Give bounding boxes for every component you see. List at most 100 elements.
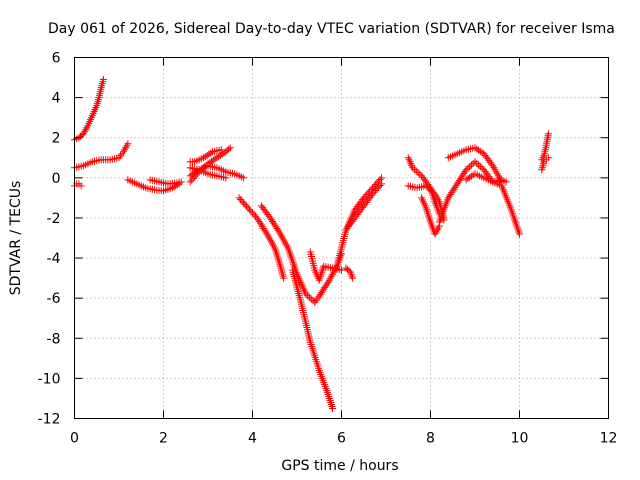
data-point — [464, 164, 472, 172]
data-point — [476, 163, 484, 171]
data-point — [235, 194, 243, 202]
data-point — [373, 185, 381, 193]
x-tick-label: 2 — [159, 431, 168, 447]
data-point — [471, 144, 479, 152]
data-point — [321, 283, 329, 291]
series-seg24 — [538, 130, 552, 164]
data-point — [466, 173, 474, 181]
data-point — [225, 145, 233, 153]
series-seg13 — [311, 250, 345, 306]
y-tick-label: -8 — [47, 331, 61, 347]
data-point — [273, 224, 281, 232]
data-point — [370, 188, 378, 196]
series-seg16 — [342, 180, 386, 234]
data-point — [478, 164, 486, 172]
series-seg23 — [462, 170, 510, 186]
x-tick-label: 0 — [70, 431, 79, 447]
data-point — [320, 285, 328, 293]
data-point — [375, 183, 383, 191]
data-point — [254, 216, 262, 224]
data-point — [475, 146, 483, 154]
data-point — [190, 169, 198, 177]
data-point — [269, 217, 277, 225]
data-point — [416, 170, 424, 178]
series-seg17 — [342, 264, 357, 282]
data-point — [462, 166, 470, 174]
data-point — [270, 219, 278, 227]
data-point — [240, 199, 248, 207]
data-point — [426, 185, 434, 193]
data-series — [71, 76, 552, 412]
data-point — [360, 194, 368, 202]
data-point — [222, 174, 230, 182]
data-point — [215, 153, 223, 161]
data-point — [77, 182, 85, 190]
data-point — [322, 282, 330, 290]
data-point — [274, 226, 282, 234]
data-point — [502, 178, 510, 186]
y-axis-label: SDTVAR / TECUs — [8, 181, 24, 296]
data-point — [361, 192, 369, 200]
data-point — [319, 287, 327, 295]
y-tick-label: 2 — [52, 131, 61, 147]
data-point — [259, 223, 267, 231]
y-tick-label: -6 — [47, 291, 61, 307]
series-seg9 — [186, 146, 225, 166]
data-point — [246, 206, 254, 214]
data-point — [307, 295, 315, 303]
series-seg1 — [71, 76, 107, 144]
data-point — [213, 154, 221, 162]
data-point — [376, 182, 384, 190]
data-point — [376, 176, 384, 184]
data-point — [243, 202, 251, 210]
y-tick-label: 6 — [52, 51, 61, 67]
data-point — [459, 171, 467, 179]
x-tick-labels: 0 2 4 6 8 10 12 — [70, 431, 617, 447]
data-point — [316, 290, 324, 298]
data-point — [186, 178, 194, 186]
data-point — [238, 197, 246, 205]
y-tick-label: -4 — [47, 251, 61, 267]
data-point — [458, 173, 466, 181]
data-point — [464, 175, 472, 183]
data-point — [271, 221, 279, 229]
data-point — [177, 178, 185, 186]
data-point — [516, 230, 523, 238]
data-point — [240, 174, 248, 182]
data-point — [544, 130, 552, 138]
data-point — [257, 221, 265, 229]
data-point — [460, 169, 468, 177]
data-point — [208, 157, 216, 165]
data-point — [280, 274, 288, 282]
data-point — [427, 187, 435, 195]
data-point — [217, 146, 225, 154]
data-point — [449, 187, 457, 195]
data-point — [244, 204, 252, 212]
data-point — [455, 176, 463, 184]
data-point — [226, 144, 234, 152]
data-point — [315, 292, 323, 300]
data-point — [471, 158, 479, 166]
data-point — [260, 224, 268, 232]
data-point — [454, 178, 462, 186]
x-tick-label: 10 — [511, 431, 529, 447]
y-tick-label: -12 — [38, 412, 61, 428]
data-point — [338, 266, 345, 274]
x-tick-label: 8 — [426, 431, 435, 447]
x-tick-label: 6 — [337, 431, 346, 447]
data-point — [323, 280, 331, 288]
data-point — [253, 214, 261, 222]
data-point — [414, 169, 422, 177]
data-point — [237, 196, 245, 204]
data-point — [476, 147, 484, 155]
data-point — [473, 159, 481, 167]
data-point — [461, 168, 469, 176]
data-point — [457, 175, 465, 183]
data-point — [445, 192, 453, 200]
data-point — [447, 190, 455, 198]
data-point — [467, 161, 475, 169]
data-point — [410, 165, 418, 173]
data-point — [124, 140, 132, 148]
data-point — [201, 153, 209, 161]
data-point — [409, 164, 417, 172]
